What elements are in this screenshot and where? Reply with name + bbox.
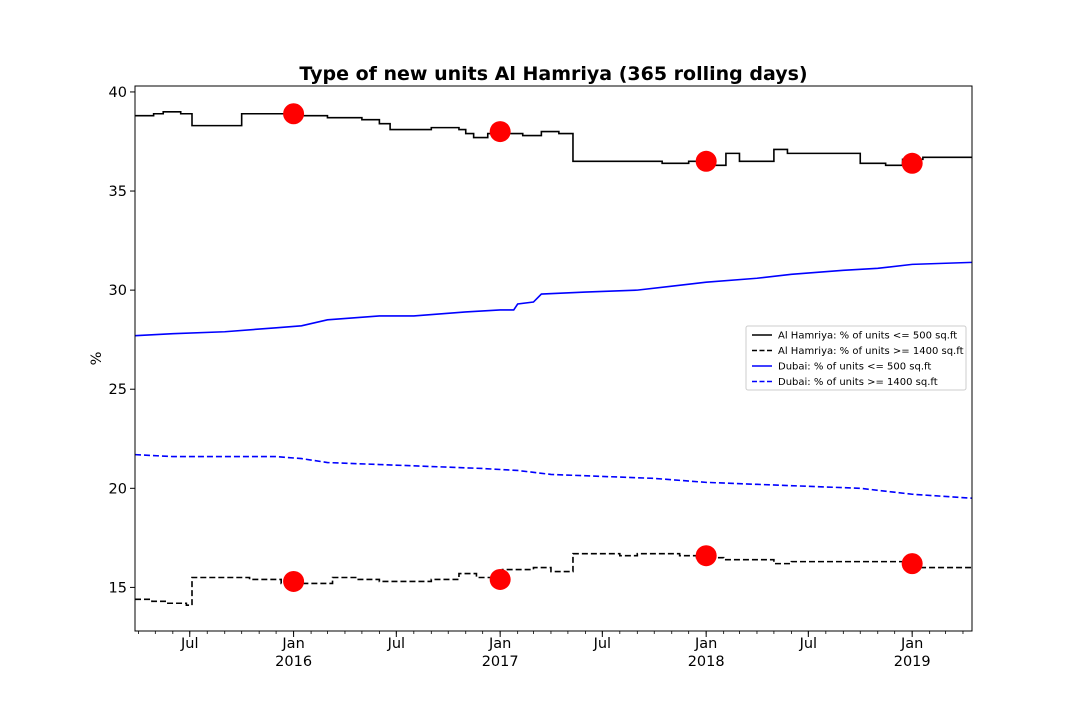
plot-frame: [134, 85, 973, 632]
legend-label: Al Hamriya: % of units >= 1400 sq.ft: [778, 346, 964, 357]
y-tick-label: 25: [109, 382, 127, 398]
y-tick-label: 30: [109, 283, 127, 299]
x-tick-label: Jan: [694, 636, 717, 652]
highlight-marker: [695, 545, 717, 567]
x-tick-label: Jul: [799, 636, 818, 652]
x-tick-label: Jan: [900, 636, 923, 652]
y-axis-label: %: [89, 352, 105, 366]
x-tick-label: Jan: [488, 636, 511, 652]
highlight-marker: [283, 570, 305, 592]
highlight-marker: [489, 568, 511, 590]
chart-title: Type of new units Al Hamriya (365 rollin…: [299, 63, 807, 85]
series-line-4: [134, 453, 973, 500]
x-tick-year-label: 2019: [894, 654, 931, 670]
x-tick-year-label: 2018: [688, 654, 725, 670]
highlight-marker: [695, 150, 717, 172]
highlight-marker: [901, 152, 923, 174]
x-tick-label: Jul: [387, 636, 406, 652]
y-tick-label: 15: [109, 580, 127, 596]
legend-box: [745, 325, 967, 391]
highlight-marker: [901, 553, 923, 575]
highlight-marker: [489, 121, 511, 143]
y-tick-label: 20: [109, 481, 127, 497]
x-axis: Jul Jan 2016 Jul Jan 2017 Jul Jan 2018 Jul Jan 2019: [137, 631, 964, 670]
legend-label: Dubai: % of units <= 500 sq.ft: [778, 362, 931, 373]
x-tick-label: Jul: [593, 636, 612, 652]
series-line-3: [134, 261, 973, 337]
x-tick-year-label: 2017: [482, 654, 519, 670]
series-line-1: [135, 110, 972, 167]
y-tick-label: 35: [109, 184, 127, 200]
series-line-2: [135, 552, 972, 607]
highlight-marker: [283, 103, 305, 125]
y-tick-label: 40: [109, 85, 127, 101]
x-tick-year-label: 2016: [275, 654, 312, 670]
legend-label: Dubai: % of units >= 1400 sq.ft: [778, 377, 938, 388]
legend: Al Hamriya: % of units <= 500 sq.ft Al Ha…: [745, 325, 967, 391]
y-axis: 15 20 25 30 35 40: [109, 85, 135, 596]
marker-layer: [283, 103, 923, 592]
x-tick-label: Jan: [281, 636, 304, 652]
legend-label: Al Hamriya: % of units <= 500 sq.ft: [778, 331, 957, 342]
x-tick-label: Jul: [180, 636, 199, 652]
